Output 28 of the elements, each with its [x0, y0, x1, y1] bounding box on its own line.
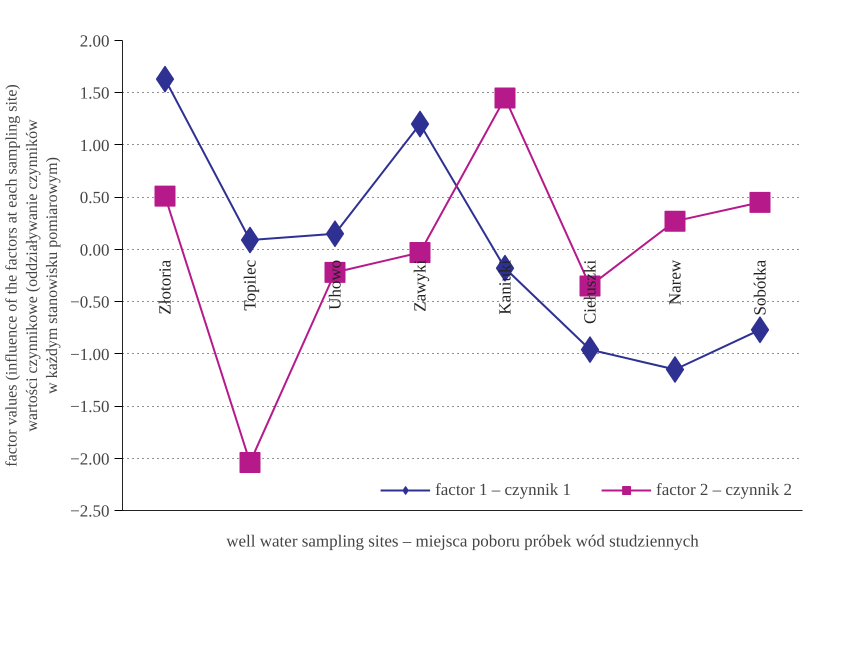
y-tick-label: −2.00 — [70, 449, 110, 468]
point — [154, 186, 176, 207]
y-tick-label: 0.50 — [80, 188, 110, 208]
y-tick-label: 0.00 — [80, 240, 110, 260]
x-tick-label: Narew — [666, 259, 684, 306]
y-tick-label: −0.50 — [70, 292, 110, 312]
x-tick-label: Kaniuki — [496, 260, 514, 315]
y-tick-label: 1.00 — [80, 136, 110, 155]
x-axis-title: well water sampling sites – miejsca poboru próbek wód studziennych — [226, 532, 700, 551]
y-tick-label: −2.50 — [70, 502, 110, 520]
x-tick-label: Sobótka — [750, 259, 770, 316]
point — [664, 210, 686, 232]
point — [750, 192, 770, 213]
y-tick-label: 1.50 — [80, 84, 110, 103]
point — [494, 87, 516, 108]
x-tick-label: Złotoria — [156, 259, 174, 315]
point — [666, 356, 684, 383]
point — [240, 452, 260, 473]
legend-label: factor 1 – czynnik 1 — [435, 480, 572, 500]
x-tick-label: Uhowo — [326, 260, 344, 310]
x-tick-label: Zawyki — [410, 260, 430, 312]
y-axis-title: factor values (influence of the factors at each sampling site) wartości czynnikowe (oddziaływanie czynników w każdym stanowisku pomiarowym) — [3, 84, 62, 467]
x-tick-label: Ciełuszki — [580, 260, 600, 324]
x-tick-label: Topilec — [240, 259, 260, 311]
y-tick-label: −1.50 — [70, 397, 110, 416]
legend-label: factor 2 – czynnik 2 — [656, 480, 792, 500]
y-tick-label: −1.00 — [70, 344, 110, 364]
y-tick-label: 2.00 — [80, 32, 110, 50]
